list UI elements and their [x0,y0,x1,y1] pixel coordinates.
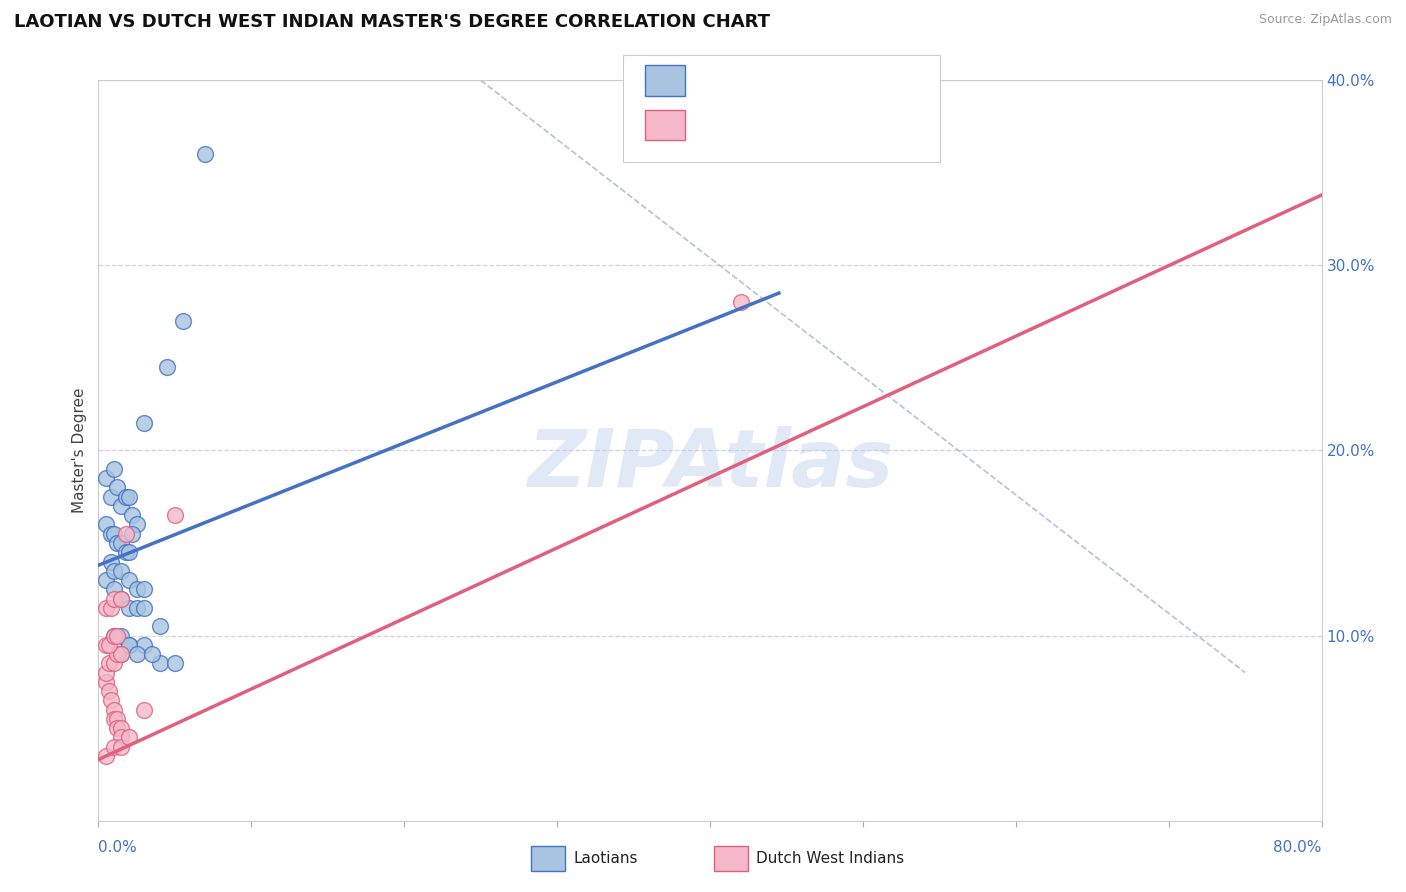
Point [98,657,121,671]
Point [94,573,117,587]
Point [105,721,128,735]
Point [103,462,125,476]
Point [115,490,138,504]
Point [115,545,138,559]
Point [94,471,117,485]
Point [103,628,125,642]
Point [103,628,125,642]
Point [134,416,156,430]
Text: LAOTIAN VS DUTCH WEST INDIAN MASTER'S DEGREE CORRELATION CHART: LAOTIAN VS DUTCH WEST INDIAN MASTER'S DE… [14,13,770,31]
Point [125,582,148,597]
Point [94,600,117,615]
Text: Dutch West Indians: Dutch West Indians [756,852,904,866]
Point [110,721,132,735]
Point [125,647,148,661]
Point [149,619,172,633]
Point [105,647,128,661]
Point [94,674,117,689]
Point [110,591,132,606]
Point [163,508,186,523]
Point [125,517,148,532]
Point [100,600,122,615]
Point [110,536,132,550]
Point [156,360,179,375]
Point [110,628,132,642]
Point [118,638,141,652]
Text: Laotians: Laotians [574,852,638,866]
Point [98,638,121,652]
Point [103,564,125,578]
Point [94,748,117,763]
Text: ZIPAtlas: ZIPAtlas [527,426,893,504]
Point [103,526,125,541]
Point [194,147,217,161]
Point [730,295,752,310]
Point [94,665,117,680]
Point [103,703,125,717]
Point [118,600,141,615]
Point [100,490,122,504]
Point [100,526,122,541]
Point [94,517,117,532]
Text: R = 0.720   N = 30: R = 0.720 N = 30 [696,116,882,134]
Text: R = 0.437   N = 44: R = 0.437 N = 44 [696,71,882,89]
Point [103,591,125,606]
Point [100,693,122,707]
Point [100,554,122,569]
Point [163,657,186,671]
Point [141,647,163,661]
Text: 0.0%: 0.0% [98,840,138,855]
Text: Source: ZipAtlas.com: Source: ZipAtlas.com [1258,13,1392,27]
Point [125,600,148,615]
Point [98,684,121,698]
Point [121,508,143,523]
Point [103,739,125,754]
Point [103,712,125,726]
Point [149,657,172,671]
Point [134,638,156,652]
Point [121,526,143,541]
Point [105,628,128,642]
Point [118,638,141,652]
Point [118,731,141,745]
Point [110,739,132,754]
Point [103,582,125,597]
Point [110,564,132,578]
Point [105,481,128,495]
Point [118,490,141,504]
Point [105,536,128,550]
Point [105,712,128,726]
Point [110,591,132,606]
Point [134,582,156,597]
Y-axis label: Master's Degree: Master's Degree [72,388,87,513]
Point [110,499,132,513]
Point [118,545,141,559]
Point [134,600,156,615]
Text: 80.0%: 80.0% [1274,840,1322,855]
Point [172,314,194,328]
Point [110,731,132,745]
Point [118,573,141,587]
Point [94,638,117,652]
Point [134,703,156,717]
Point [115,526,138,541]
Point [110,647,132,661]
Point [110,647,132,661]
Point [103,657,125,671]
